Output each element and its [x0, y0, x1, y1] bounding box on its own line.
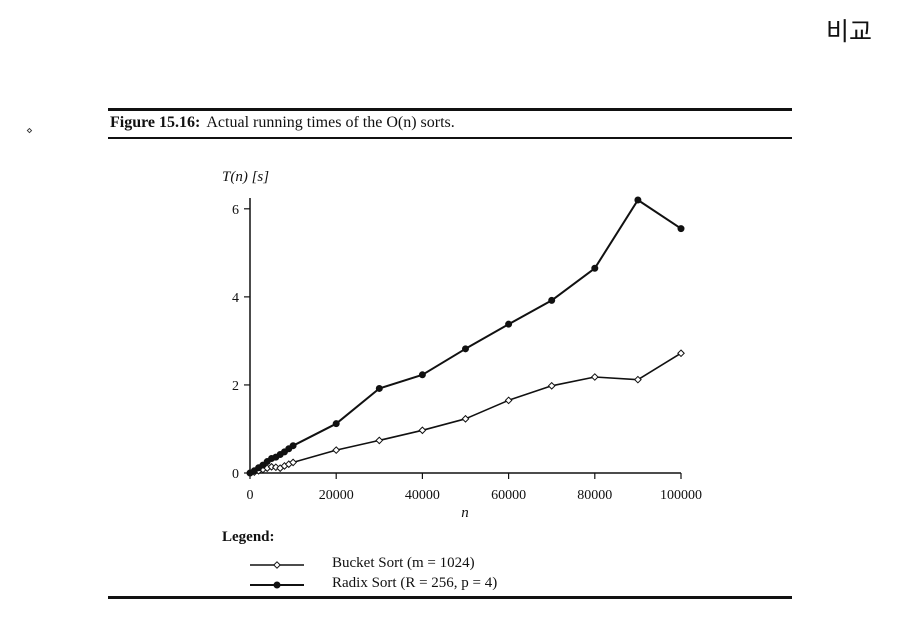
x-tick-label: 100000	[660, 488, 702, 503]
bucket-sort-point	[547, 381, 556, 390]
legend-label-bucket-sort: Bucket Sort (m = 1024)	[332, 555, 475, 571]
bucket-sort-point	[418, 426, 427, 435]
radix-sort-point	[462, 345, 469, 353]
legend-samples	[250, 561, 304, 589]
figure-bottom-rule	[108, 596, 792, 599]
radix-sort-point	[677, 225, 685, 233]
radix-sort-point	[634, 196, 642, 204]
x-tick-label: 20000	[319, 488, 354, 503]
x-tick-label: 0	[247, 488, 254, 503]
x-tick-label: 80000	[577, 488, 612, 503]
legend-marker-radix-sort	[273, 581, 281, 589]
radix-sort-point	[418, 371, 426, 379]
bucket-sort-line	[249, 352, 682, 474]
x-axis-label: n	[461, 505, 469, 521]
caption-text: Actual running times of the O(n) sorts.	[206, 114, 455, 131]
radix-sort-point	[332, 420, 340, 428]
bucket-sort-point	[289, 458, 298, 467]
x-tick-label: 40000	[405, 488, 440, 503]
figure-caption-rule	[108, 137, 792, 139]
legend-label-radix-sort: Radix Sort (R = 256, p = 4)	[332, 575, 498, 591]
figure-caption: Figure 15.16: Actual running times of th…	[110, 114, 455, 132]
radix-sort-point	[375, 384, 383, 392]
chart-axes: 0 20000 40000 60000 80000 100000 0 2 4 6	[232, 198, 702, 503]
bucket-sort-point	[375, 436, 384, 445]
caption-label: Figure 15.16:	[110, 114, 201, 131]
y-tick-label: 6	[232, 203, 239, 218]
chart-series	[246, 196, 685, 477]
radix-sort-line	[249, 199, 682, 474]
figure-top-rule	[108, 108, 792, 111]
radix-sort-point	[548, 296, 556, 304]
y-tick-label: 2	[232, 379, 239, 394]
radix-sort-point	[591, 264, 599, 272]
bullet-marker: ⋄	[26, 124, 33, 137]
bucket-sort-point	[504, 396, 513, 405]
legend-marker-bucket-sort	[273, 561, 281, 569]
radix-sort-point	[505, 320, 513, 328]
y-tick-label: 0	[232, 467, 239, 482]
bucket-sort-point	[677, 349, 685, 358]
bucket-sort-point	[461, 414, 470, 423]
bucket-sort-point	[332, 446, 341, 455]
y-axis-label: T(n) [s]	[222, 169, 269, 185]
bucket-sort-point	[590, 373, 599, 381]
legend-title: Legend:	[222, 529, 275, 545]
bucket-sort-point	[633, 375, 642, 384]
radix-sort-point	[289, 442, 297, 450]
y-tick-label: 4	[232, 291, 239, 306]
korean-note: 비교	[826, 17, 873, 46]
x-tick-label: 60000	[491, 488, 526, 503]
